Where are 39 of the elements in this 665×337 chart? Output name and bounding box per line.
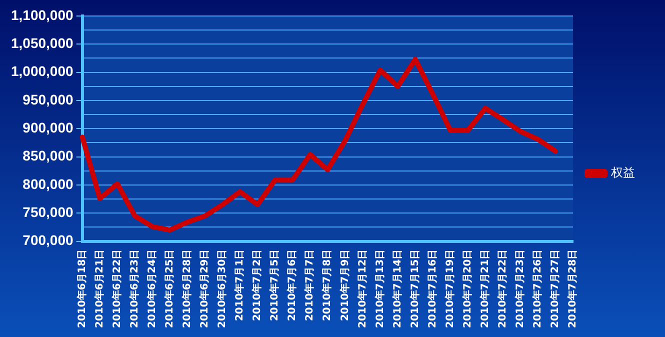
x-tick-label: 2010年7月21日 [478, 249, 491, 328]
x-tick-label: 2010年7月20日 [461, 249, 474, 328]
x-tick-label: 2010年6月28日 [181, 249, 194, 328]
x-tick-label: 2010年7月22日 [496, 249, 508, 328]
x-tick-label: 2010年6月18日 [76, 249, 88, 328]
x-tick-label: 2010年7月23日 [514, 249, 526, 328]
y-tick-label: 900,000 [22, 120, 74, 136]
x-tick-label: 2010年7月12日 [356, 249, 368, 328]
y-tick-label: 750,000 [22, 204, 74, 220]
x-tick-label: 2010年7月14日 [391, 249, 404, 328]
x-tick-label: 2010年7月5日 [268, 249, 281, 322]
y-tick-label: 1,050,000 [10, 35, 74, 52]
x-tick-label: 2010年6月24日 [146, 249, 158, 328]
x-tick-label: 2010年7月13日 [374, 249, 386, 328]
x-tick-label: 2010年6月23日 [128, 249, 140, 328]
x-tick-label: 2010年7月26日 [532, 249, 544, 328]
y-tick-label: 800,000 [22, 176, 74, 192]
x-tick-label: 2010年7月2日 [251, 249, 264, 322]
x-tick-label: 2010年7月27日 [549, 249, 562, 328]
x-tick-label: 2010年6月21日 [93, 249, 106, 328]
y-tick-label: 850,000 [22, 148, 74, 164]
x-tick-label: 2010年7月28日 [566, 249, 579, 328]
x-tick-label: 2010年7月9日 [338, 249, 351, 322]
x-tick-label: 2010年7月7日 [304, 249, 316, 322]
y-tick-label: 1,100,000 [10, 6, 74, 23]
x-tick-label: 2010年7月15日 [408, 249, 421, 328]
y-tick-label: 700,000 [22, 232, 74, 248]
y-tick-label: 1,000,000 [10, 63, 74, 80]
y-tick-label: 950,000 [22, 91, 74, 108]
x-tick-label: 2010年7月6日 [286, 249, 298, 322]
x-tick-label: 2010年6月25日 [164, 249, 176, 328]
x-tick-label: 2010年6月22日 [110, 249, 123, 328]
x-tick-label: 2010年7月1日 [234, 249, 246, 322]
x-tick-label: 2010年7月19日 [444, 249, 456, 328]
x-tick-label: 2010年7月16日 [426, 249, 438, 328]
x-tick-label: 2010年6月29日 [198, 249, 211, 328]
legend-label: 权益 [610, 166, 635, 180]
x-tick-label: 2010年6月30日 [216, 249, 228, 328]
x-tick-label: 2010年7月8日 [321, 249, 334, 322]
